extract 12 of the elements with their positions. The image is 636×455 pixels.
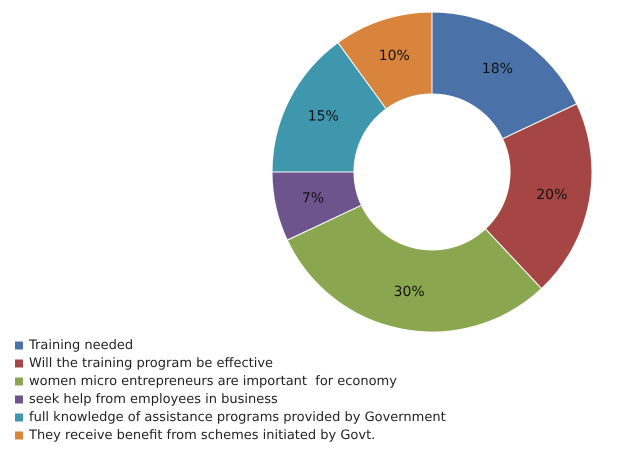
data-label: 20% xyxy=(536,186,568,203)
legend-label: They receive benefit from schemes initiated by Govt. xyxy=(28,428,376,443)
data-label: 7% xyxy=(302,190,324,207)
legend-label: Training needed xyxy=(28,338,134,353)
legend-label: full knowledge of assistance programs provided by Government xyxy=(29,410,446,425)
data-label: 10% xyxy=(378,48,410,64)
data-label: 18% xyxy=(482,60,513,77)
legend-label: women micro entrepreneurs are important for economy xyxy=(29,374,398,389)
data-label: 15% xyxy=(308,108,339,125)
legend-label: seek help from employees in business xyxy=(29,392,278,407)
legend-label: Will the training program be effective xyxy=(29,356,274,371)
data-label: 30% xyxy=(394,284,425,300)
